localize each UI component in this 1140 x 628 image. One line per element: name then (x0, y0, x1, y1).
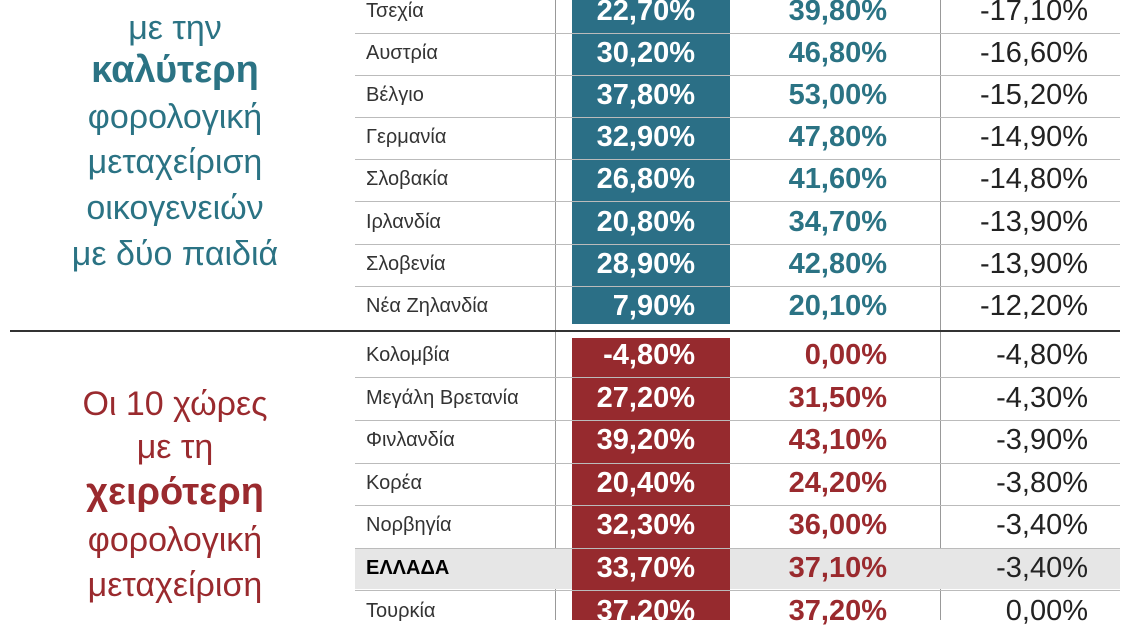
country-name: Τσεχία (366, 0, 424, 22)
row-separator (355, 377, 1120, 379)
value-cell: 27,20% (596, 381, 695, 414)
value-cell: 42,80% (788, 247, 887, 280)
highlight-row (355, 548, 1120, 590)
heading-line: καλύτερη (91, 49, 259, 91)
value-cell: -4,80% (996, 339, 1088, 371)
country-name: Βέλγιο (366, 84, 424, 107)
value-cell: 39,20% (596, 424, 695, 457)
row-separator (355, 243, 1120, 245)
value-cell: 20,80% (596, 205, 695, 238)
value-cell: 26,80% (596, 163, 695, 196)
value-cell: -3,90% (996, 424, 1088, 457)
value-cell: -12,20% (979, 289, 1088, 322)
value-cell: 43,10% (788, 424, 887, 457)
country-name: Φινλανδία (366, 429, 455, 452)
heading-line: φορολογική (87, 98, 263, 136)
row-separator (355, 285, 1120, 287)
column-divider (555, 0, 556, 620)
value-bar-background (572, 548, 730, 590)
value-cell: 33,70% (596, 552, 695, 584)
value-cell: -14,80% (979, 163, 1088, 196)
value-cell: 47,80% (788, 121, 887, 154)
value-cell: 0,00% (804, 339, 887, 371)
value-cell: 24,20% (788, 466, 887, 499)
value-cell: -13,90% (979, 205, 1088, 238)
value-cell: -13,90% (979, 247, 1088, 280)
row-separator (355, 75, 1120, 77)
country-name: Σλοβενία (366, 252, 446, 275)
country-name: Νέα Ζηλανδία (366, 294, 489, 317)
value-cell: 53,00% (788, 79, 887, 112)
value-cell: 36,00% (788, 509, 887, 542)
country-name: Αυστρία (366, 42, 438, 65)
value-cell: 20,40% (596, 466, 695, 499)
column-divider (940, 0, 941, 620)
value-cell: 32,90% (596, 121, 695, 154)
value-cell: -14,90% (979, 121, 1088, 154)
row-separator (355, 505, 1120, 507)
country-name: Σλοβακία (366, 168, 449, 191)
country-name: Ιρλανδία (366, 210, 441, 233)
value-cell: 30,20% (596, 37, 695, 70)
row-separator (355, 33, 1120, 35)
country-name: Γερμανία (366, 126, 447, 149)
value-cell: 7,90% (612, 289, 695, 322)
value-cell: 39,80% (788, 0, 887, 27)
heading-line: Οι 10 χώρες (82, 385, 268, 423)
country-name: ΕΛΛΑΔΑ (366, 557, 450, 579)
row-separator (355, 590, 1120, 592)
country-name: Νορβηγία (366, 514, 452, 537)
section-divider (10, 330, 1120, 332)
value-cell: -15,20% (979, 79, 1088, 112)
heading-line: μεταχείριση (87, 566, 263, 604)
value-cell: 22,70% (596, 0, 695, 27)
heading-line: με τη (136, 428, 214, 466)
value-cell: -3,40% (996, 552, 1088, 584)
value-cell: 20,10% (788, 289, 887, 322)
value-cell: -3,80% (996, 466, 1088, 499)
value-cell: 37,20% (596, 594, 695, 627)
value-cell: 37,80% (596, 79, 695, 112)
value-cell: 41,60% (788, 163, 887, 196)
country-name: Κολομβία (366, 344, 450, 366)
value-cell: -4,30% (996, 381, 1088, 414)
value-cell: -3,40% (996, 509, 1088, 542)
country-name: Τουρκία (366, 599, 436, 622)
value-bar-background (572, 0, 730, 324)
value-cell: -16,60% (979, 37, 1088, 70)
row-separator (355, 201, 1120, 203)
row-separator (355, 462, 1120, 464)
heading-line: με την (128, 9, 222, 47)
value-cell: -17,10% (979, 0, 1088, 27)
value-cell: 0,00% (1005, 594, 1088, 627)
value-cell: 37,20% (788, 594, 887, 627)
country-name: Κορέα (366, 471, 423, 494)
row-separator (355, 547, 1120, 549)
value-cell: 32,30% (596, 509, 695, 542)
heading-line: χειρότερη (86, 471, 264, 513)
value-cell: -4,80% (603, 339, 695, 371)
heading-line: οικογενειών (86, 189, 264, 227)
value-cell: 31,50% (788, 381, 887, 414)
heading-line: με δύο παιδιά (71, 235, 279, 273)
value-cell: 37,10% (788, 552, 887, 584)
row-separator (355, 419, 1120, 421)
heading-line: μεταχείριση (87, 143, 263, 181)
value-cell: 46,80% (788, 37, 887, 70)
row-separator (355, 159, 1120, 161)
value-cell: 28,90% (596, 247, 695, 280)
value-cell: 34,70% (788, 205, 887, 238)
row-separator (355, 117, 1120, 119)
heading-line: φορολογική (87, 521, 263, 559)
country-name: Μεγάλη Βρετανία (366, 386, 519, 409)
